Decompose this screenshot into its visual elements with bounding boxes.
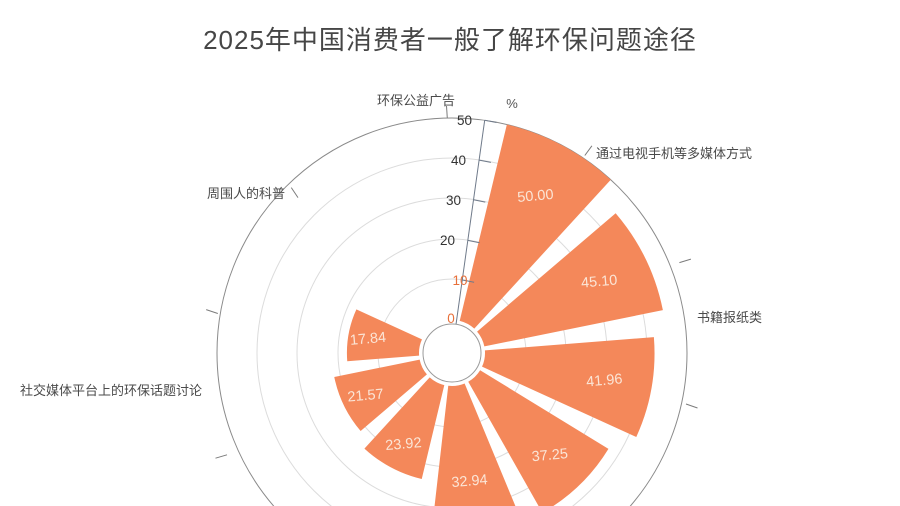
value-label-4: 37.25 [531,446,569,465]
grid-ring-50 [216,117,688,506]
tick-mark-20 [467,239,480,244]
category-label-upper-left: 周围人的科普 [207,186,285,201]
rose-sector-5[interactable] [433,383,516,506]
rtick-label-30: 30 [446,193,461,208]
rose-sector-1[interactable] [459,124,611,329]
rtick-label-10: 10 [452,273,467,288]
tick-mark-10 [462,279,475,283]
rose-sector-6[interactable] [364,377,445,480]
rose-sector-7[interactable] [334,359,427,432]
value-label-8: 17.84 [349,330,387,349]
value-label-3: 41.96 [586,371,624,390]
axis-unit-label: % [506,96,518,111]
value-label-6: 23.92 [385,435,423,454]
rtick-label-0: 0 [447,311,455,326]
rose-sector-8[interactable] [346,309,422,362]
tick-mark-30 [473,199,486,203]
tick-mark-50 [484,119,497,123]
tick-mark-40 [479,159,491,163]
rtick-label-50: 50 [457,113,472,128]
radial-axis-line [451,120,486,354]
rose-sector-2[interactable] [477,213,663,347]
rose-sector-3[interactable] [482,337,655,437]
category-label-right: 书籍报纸类 [697,310,762,325]
radial-axis [451,119,497,354]
value-label-1: 50.00 [517,187,555,206]
value-label-2: 45.10 [580,272,618,291]
rtick-label-40: 40 [451,153,466,168]
value-label-5: 32.94 [451,472,489,491]
center-hub [422,323,482,383]
chart-title: 2025年中国消费者一般了解环保问题途径 [203,25,697,55]
category-label-top: 环保公益广告 [377,93,455,108]
sector-value-labels: 50.00 45.10 41.96 37.25 32.94 23.92 21.5… [347,187,623,491]
rose-petals [334,124,663,506]
category-label-left: 社交媒体平台上的环保话题讨论 [20,383,202,398]
value-label-7: 21.57 [347,386,385,405]
angular-tick-marks [206,105,698,459]
rose-sector-4[interactable] [468,370,609,506]
rtick-label-20: 20 [440,233,455,248]
category-label-upper-right: 通过电视手机等多媒体方式 [596,146,752,161]
